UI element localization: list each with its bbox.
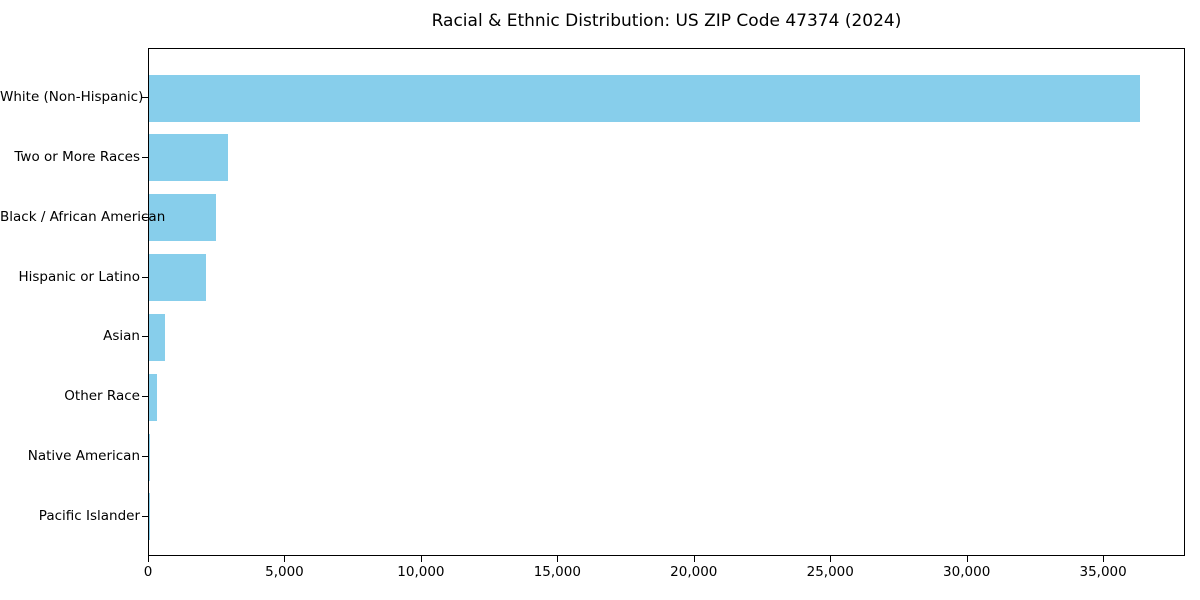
chart-title: Racial & Ethnic Distribution: US ZIP Cod…	[431, 11, 902, 31]
x-tick-mark	[148, 556, 149, 562]
x-tick-mark	[557, 556, 559, 562]
x-tick-mark	[830, 556, 832, 562]
x-tick-mark	[420, 556, 422, 562]
y-axis-label: White (Non-Hispanic)	[0, 89, 144, 105]
x-tick-mark	[1103, 556, 1105, 562]
bar-4	[149, 254, 207, 302]
y-axis-label: Hispanic or Latino	[18, 268, 140, 285]
x-tick-label: 5,000	[265, 564, 304, 580]
plot-area	[148, 48, 1185, 556]
y-axis-label: Other Race	[64, 388, 140, 405]
y-axis-label: Black / African American	[0, 208, 166, 225]
x-tick-mark	[284, 556, 286, 562]
x-tick-label: 0	[143, 564, 153, 580]
bar-5	[149, 313, 166, 361]
y-tick-mark	[142, 336, 148, 338]
y-tick-mark	[142, 156, 148, 158]
bar-2	[149, 134, 229, 182]
y-axis-label: Pacific Islander	[38, 507, 140, 524]
x-tick-label: 20,000	[670, 564, 718, 580]
x-tick-mark	[693, 556, 695, 562]
bar-1	[149, 74, 1140, 122]
bar-7	[149, 433, 151, 481]
bar-6	[149, 373, 157, 421]
y-axis-label: Native American	[27, 448, 140, 465]
bar-3	[149, 194, 216, 242]
x-tick-mark	[966, 556, 968, 562]
y-tick-mark	[142, 456, 148, 458]
y-tick-mark	[142, 216, 148, 218]
x-tick-label: 10,000	[397, 564, 445, 580]
y-axis-label: Asian	[103, 328, 140, 345]
x-tick-label: 35,000	[1079, 564, 1127, 580]
y-tick-mark	[142, 396, 148, 398]
x-tick-label: 25,000	[806, 564, 854, 580]
y-tick-mark	[142, 276, 148, 278]
y-tick-mark	[142, 515, 148, 517]
y-axis-label: Two or More Races	[14, 148, 140, 165]
y-tick-mark	[142, 97, 148, 98]
x-tick-label: 30,000	[943, 564, 991, 580]
x-tick-label: 15,000	[533, 564, 581, 580]
